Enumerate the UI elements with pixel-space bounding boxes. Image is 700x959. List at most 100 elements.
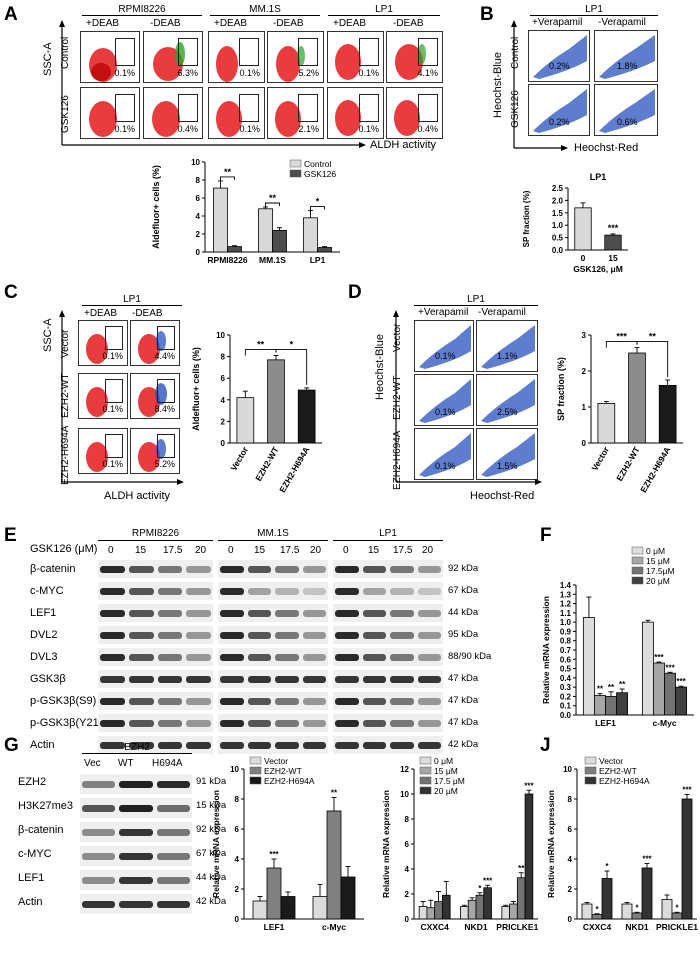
y-tick-label: 2 xyxy=(582,367,587,376)
blot-strip xyxy=(333,560,443,578)
blot-band xyxy=(362,566,386,573)
blot-band xyxy=(157,676,183,683)
blot-strip xyxy=(218,626,328,644)
blot-band xyxy=(186,654,211,661)
bar xyxy=(467,899,477,920)
y-tick-label: 6 xyxy=(196,194,201,203)
blot-band xyxy=(156,829,190,836)
blot-band xyxy=(417,698,441,705)
y-tick-label: 2 xyxy=(568,885,573,894)
significance-mark: *** xyxy=(483,876,493,885)
y-tick-label: 0.1 xyxy=(560,702,572,711)
blot-strip xyxy=(333,670,443,688)
significance-bracket xyxy=(265,202,280,207)
y-tick-label: 0.9 xyxy=(560,627,572,636)
blot-band xyxy=(302,610,326,617)
flow-plot: 0.1% xyxy=(78,373,128,419)
blot-band xyxy=(156,781,190,788)
kda-label: 92 kDa xyxy=(196,824,227,835)
col-label: Vec xyxy=(84,758,101,769)
blot-band xyxy=(247,742,271,749)
y-tick-label: 10 xyxy=(191,158,200,167)
kda-label: 44 kDa xyxy=(196,872,227,883)
flow-plot: 6.3% xyxy=(143,31,203,83)
significance-mark: * xyxy=(595,905,599,914)
gate-percent: 8.4% xyxy=(154,404,175,414)
header-lp1: LP1 xyxy=(328,4,440,16)
label-plus-deab: +DEAB xyxy=(84,308,118,319)
y-tick-label: 0.2 xyxy=(560,692,572,701)
blot-band xyxy=(82,877,116,884)
blot-band xyxy=(335,610,359,617)
kda-label: 88/90 kDa xyxy=(448,651,492,662)
gate-percent: 5.2% xyxy=(298,68,319,78)
x-tick-label: 15 xyxy=(608,253,618,263)
significance-mark: ** xyxy=(619,680,626,689)
flow-plot: 2.1% xyxy=(267,87,324,139)
protein-label: β-catenin xyxy=(30,563,76,575)
significance-mark: ** xyxy=(649,332,657,342)
x-tick-label: EZH2-H694A xyxy=(277,445,311,494)
y-tick-label: 4 xyxy=(221,396,226,405)
panel-label-E: E xyxy=(4,525,17,546)
y-axis-hoechst-blue: Heochst-Blue xyxy=(492,51,504,118)
y-axis-label: Relative mRNA expression xyxy=(211,790,221,898)
y-tick-label: 8 xyxy=(221,353,226,362)
y-tick-label: 1.4 xyxy=(560,581,572,590)
blot-band xyxy=(128,676,154,683)
legend-label: EZH2-H694A xyxy=(264,776,315,786)
protein-label: β-catenin xyxy=(18,824,64,836)
legend-label: 0 μM xyxy=(434,756,453,766)
label-plus-deab: +DEAB xyxy=(86,18,120,29)
x-tick-label: LEF1 xyxy=(595,718,616,728)
dose-label: 20 xyxy=(422,545,434,556)
y-tick-label: 2.0 xyxy=(552,196,564,205)
blot-band xyxy=(186,676,211,683)
legend-label: 20 μM xyxy=(646,576,670,586)
flow-plot: 0.1% xyxy=(208,87,265,139)
significance-mark: *** xyxy=(654,653,664,662)
blot-band xyxy=(186,720,211,727)
blot-band xyxy=(128,720,154,727)
blot-band xyxy=(157,566,183,573)
blot-band xyxy=(335,698,359,705)
gate-percent: 2.5% xyxy=(497,407,518,417)
y-tick-label: 0.7 xyxy=(560,646,572,655)
bar xyxy=(326,810,342,920)
kda-label: 42 kDa xyxy=(196,896,227,907)
gate-percent: 0.1% xyxy=(435,351,456,361)
blot-strip xyxy=(98,582,213,600)
protein-label: p-GSK3β(S9) xyxy=(30,695,97,707)
significance-mark: * xyxy=(316,197,320,207)
y-tick-label: 0.5 xyxy=(552,234,564,243)
blot-band xyxy=(157,588,183,595)
y-tick-label: 6 xyxy=(235,825,240,834)
significance-mark: *** xyxy=(676,677,686,686)
x-tick-label: c-Myc xyxy=(322,922,346,932)
protein-label: Actin xyxy=(30,739,55,751)
gate-percent: 0.1% xyxy=(102,351,123,361)
legend-label: Vector xyxy=(264,756,288,766)
blot-band xyxy=(82,805,116,812)
significance-mark: ** xyxy=(257,340,265,350)
header-rpmi8226: RPMI8226 xyxy=(131,528,180,539)
blot-band xyxy=(390,676,414,683)
blot-band xyxy=(100,588,125,595)
axis-arrows xyxy=(59,20,366,148)
dose-label: 0 xyxy=(228,545,234,556)
legend-swatch xyxy=(419,766,432,775)
significance-mark: * xyxy=(635,903,639,912)
bar xyxy=(516,877,526,920)
significance-mark: ** xyxy=(224,167,232,177)
panel-label-C: C xyxy=(4,282,18,303)
bar xyxy=(317,247,332,253)
blot-strip xyxy=(98,692,213,710)
flow-plot: 0.1% xyxy=(80,87,140,139)
flow-plot: 0.1% xyxy=(327,31,384,83)
y-tick-label: 4 xyxy=(568,855,573,864)
kda-label: 95 kDa xyxy=(448,629,479,640)
bar xyxy=(641,867,653,920)
y-axis-label: Aldefluor+ cells (%) xyxy=(191,347,201,431)
blot-band xyxy=(119,853,153,860)
flow-plot: 0.1% xyxy=(414,428,474,480)
